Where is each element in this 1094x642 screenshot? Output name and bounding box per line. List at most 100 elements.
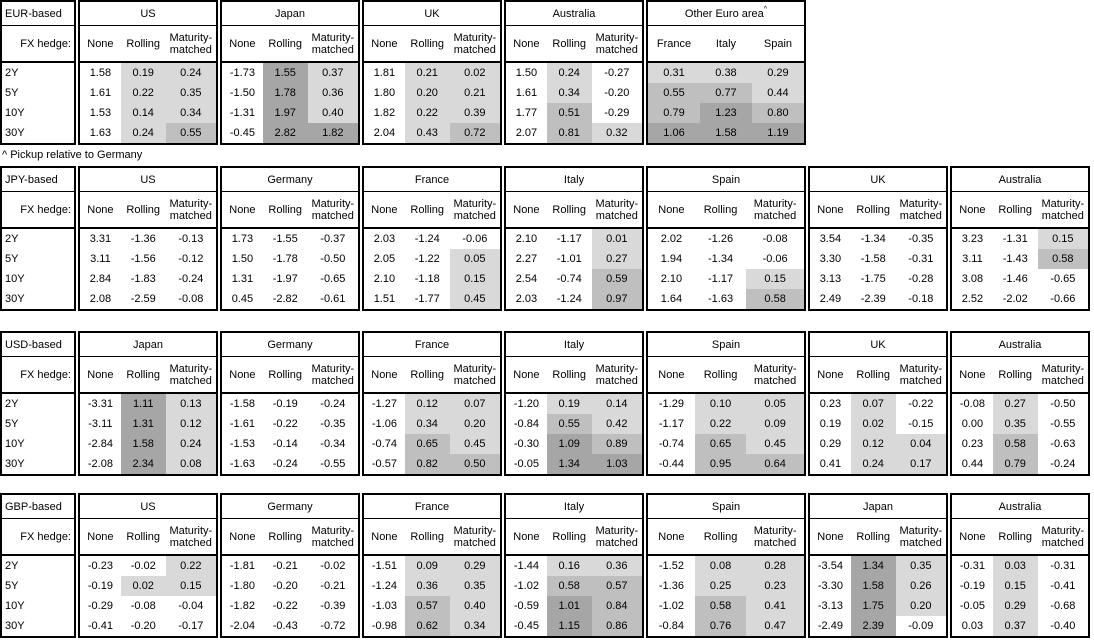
table-row: -1.31 1.97 0.40 xyxy=(222,103,358,123)
value-cell: -1.18 xyxy=(414,273,440,285)
country-title: Australia xyxy=(998,173,1042,186)
value-cell: 0.35 xyxy=(992,414,1038,434)
table-row: 2Y xyxy=(2,556,74,576)
table-row: 2.03 -1.24 0.97 xyxy=(506,289,642,309)
country-title: Australia xyxy=(998,338,1042,351)
value-cell: -2.59 xyxy=(130,293,156,305)
value-cell: 0.10 xyxy=(694,394,747,414)
value-cell: 2.27 xyxy=(515,253,538,265)
col-header-rolling: Rolling xyxy=(268,368,303,381)
value-cell: -0.35 xyxy=(320,418,346,430)
value-cell: -0.31 xyxy=(1050,560,1076,572)
table-row: 0.79 1.23 0.80 xyxy=(648,103,804,123)
value-cell: 0.35 xyxy=(165,83,216,103)
value-cell: 0.32 xyxy=(591,123,642,143)
value-cell: -0.06 xyxy=(462,233,488,245)
table-row: -0.29 -0.08 -0.04 xyxy=(80,596,216,616)
value-cell: 1.50 xyxy=(515,67,538,79)
table-row: -1.50 1.78 0.36 xyxy=(222,83,358,103)
value-cell: 0.02 xyxy=(120,576,166,596)
col-header-maturity-matched: Maturity-matched xyxy=(453,31,497,56)
value-cell: -3.11 xyxy=(88,418,113,430)
table-row: 1.06 1.58 1.19 xyxy=(648,123,804,143)
col-header-rolling: Rolling xyxy=(410,203,445,216)
col-header-rolling: Rolling xyxy=(126,368,161,381)
table-row: -1.44 0.16 0.36 xyxy=(506,556,642,576)
value-cell: -1.06 xyxy=(371,418,397,430)
value-cell: 3.31 xyxy=(89,233,112,245)
value-cell: 0.34 xyxy=(546,83,592,103)
value-cell: -0.66 xyxy=(1050,293,1076,305)
col-header-maturity-matched: Maturity-matched xyxy=(595,524,639,549)
table-row: 0.31 0.38 0.29 xyxy=(648,63,804,83)
value-cell: -1.36 xyxy=(658,580,684,592)
value-cell: -1.77 xyxy=(414,293,440,305)
value-cell: 1.53 xyxy=(89,107,112,119)
table-row: 0.23 0.58 -0.63 xyxy=(952,434,1088,454)
country-group-spain: Spain None Rolling Maturity-matched 2.02 -1.2… xyxy=(646,166,806,311)
value-cell: 0.35 xyxy=(895,556,946,576)
value-cell: 0.47 xyxy=(746,616,804,636)
value-cell: 0.58 xyxy=(694,596,747,616)
col-header-maturity-matched: Maturity-matched xyxy=(595,31,639,56)
value-cell: -1.55 xyxy=(272,233,298,245)
value-cell: -3.31 xyxy=(87,398,113,410)
table-row: -0.45 2.82 1.82 xyxy=(222,123,358,143)
table-row: -1.17 0.22 0.09 xyxy=(648,414,804,434)
value-cell: 1.01 xyxy=(546,596,592,616)
table-row: 1.61 0.22 0.35 xyxy=(80,83,216,103)
value-cell: 0.82 xyxy=(404,454,450,474)
table-row: -0.41 -0.20 -0.17 xyxy=(80,616,216,636)
tenor-label: 2Y xyxy=(5,560,19,572)
value-cell: 0.26 xyxy=(895,576,946,596)
country-title: Germany xyxy=(267,173,313,186)
table-row: 1.63 0.24 0.55 xyxy=(80,123,216,143)
country-group-japan: Japan None Rolling Maturity-matched -1.73 1.5… xyxy=(220,0,360,145)
table-row: -1.03 0.57 0.40 xyxy=(364,596,500,616)
value-cell: 1.34 xyxy=(850,556,896,576)
value-cell: 0.58 xyxy=(992,434,1038,454)
table-row: -0.57 0.82 0.50 xyxy=(364,454,500,474)
value-cell: 1.61 xyxy=(89,87,112,99)
col-header-none: None xyxy=(817,368,844,381)
table-row: -2.49 2.39 -0.09 xyxy=(810,616,946,636)
value-cell: 0.57 xyxy=(404,596,450,616)
col-header-none: None xyxy=(87,37,114,50)
col-header-maturity-matched: Maturity-matched xyxy=(1041,524,1085,549)
tenor-label: 10Y xyxy=(5,273,25,285)
value-cell: 1.34 xyxy=(546,454,592,474)
col-header-maturity-matched: Maturity-matched xyxy=(169,31,213,56)
col-header-rolling: Rolling xyxy=(552,203,587,216)
value-cell: 0.95 xyxy=(694,454,747,474)
country-group-spain: Spain None Rolling Maturity-matched -1.52 0.0… xyxy=(646,493,806,638)
value-cell: 1.50 xyxy=(231,253,254,265)
value-cell: -1.22 xyxy=(414,253,440,265)
fx-hedge-label: FX hedge: xyxy=(20,530,71,543)
country-group-spain: Spain None Rolling Maturity-matched -1.29 0.1… xyxy=(646,331,806,476)
value-cell: 0.55 xyxy=(648,83,700,103)
col-header-none: None xyxy=(959,203,986,216)
country-group-france: France None Rolling Maturity-matched -1.51 0.… xyxy=(362,493,502,638)
value-cell: 0.64 xyxy=(746,454,804,474)
value-cell: 0.89 xyxy=(591,434,642,454)
col-header-rolling: Rolling xyxy=(126,37,161,50)
country-title: Italy xyxy=(563,173,585,186)
table-row: -0.45 1.15 0.86 xyxy=(506,616,642,636)
tenor-label: 30Y xyxy=(5,620,25,632)
table-row: 1.50 0.24 -0.27 xyxy=(506,63,642,83)
col-header-none: None xyxy=(513,530,540,543)
col-header-rolling: Rolling xyxy=(998,368,1033,381)
value-cell: 0.45 xyxy=(449,289,500,309)
country-title: Japan xyxy=(863,500,893,513)
value-cell: -0.65 xyxy=(320,273,346,285)
col-header-rolling: Rolling xyxy=(552,37,587,50)
value-cell: 0.97 xyxy=(591,289,642,309)
value-cell: -0.41 xyxy=(1050,580,1076,592)
table-row: 2.05 -1.22 0.05 xyxy=(364,249,500,269)
value-cell: 0.22 xyxy=(165,556,216,576)
value-cell: -0.20 xyxy=(130,620,156,632)
country-title: Australia xyxy=(998,500,1042,513)
tenor-label: 10Y xyxy=(5,438,25,450)
value-cell: -1.34 xyxy=(860,233,886,245)
table-row: -0.19 0.02 0.15 xyxy=(80,576,216,596)
